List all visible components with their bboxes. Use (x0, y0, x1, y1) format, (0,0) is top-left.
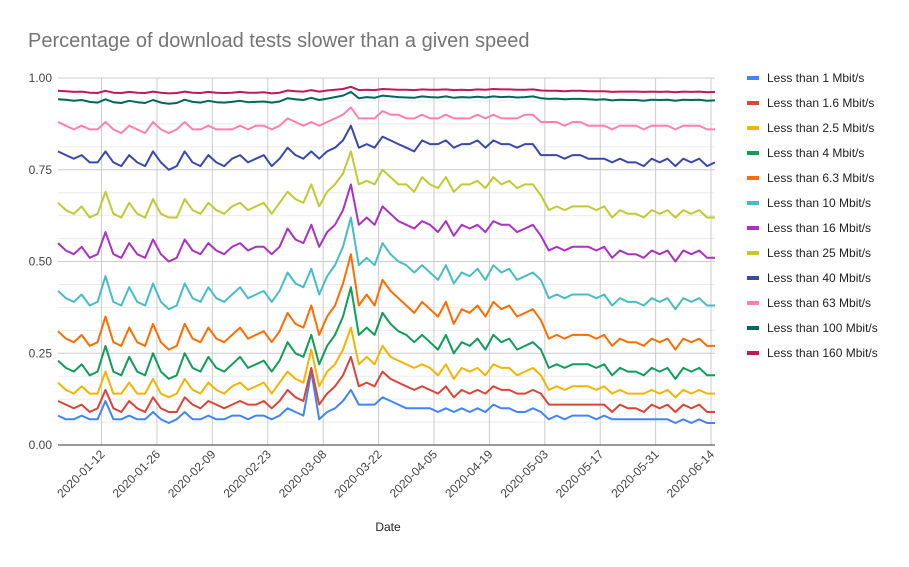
legend-swatch (747, 101, 759, 105)
legend-swatch (747, 276, 759, 280)
x-tick-label: 2020-03-22 (331, 447, 385, 501)
y-tick-label: 0.25 (29, 346, 53, 360)
y-tick-label: 0.00 (29, 438, 53, 452)
x-tick-label: 2020-01-12 (54, 447, 108, 501)
y-tick-label: 1.00 (29, 71, 53, 85)
series-line-7 (57, 150, 715, 219)
legend-swatch (747, 226, 759, 230)
legend-swatch (747, 301, 759, 305)
x-tick-label: 2020-03-08 (276, 447, 330, 501)
legend-label: Less than 16 Mbit/s (767, 221, 871, 235)
series-line-5 (57, 216, 715, 311)
series-lines (57, 85, 716, 424)
legend-item: Less than 25 Mbit/s (747, 246, 871, 260)
y-tick-label: 0.50 (29, 255, 53, 269)
legend-label: Less than 40 Mbit/s (767, 271, 871, 285)
legend-swatch (747, 326, 759, 330)
x-tick-label: 2020-02-23 (221, 447, 275, 501)
legend-swatch (747, 176, 759, 180)
x-tick-label: 2020-04-19 (442, 447, 496, 501)
legend-item: Less than 1 Mbit/s (747, 71, 864, 85)
legend-swatch (747, 126, 759, 130)
x-tick-label: 2020-01-26 (110, 447, 164, 501)
legend-item: Less than 160 Mbit/s (747, 346, 878, 360)
legend-item: Less than 63 Mbit/s (747, 296, 871, 310)
legend-item: Less than 40 Mbit/s (747, 271, 871, 285)
legend-swatch (747, 76, 759, 80)
x-axis-title: Date (375, 520, 401, 534)
x-tick-label: 2020-06-14 (664, 447, 718, 501)
legend-label: Less than 100 Mbit/s (767, 321, 878, 335)
legend-item: Less than 6.3 Mbit/s (747, 171, 874, 185)
legend-item: Less than 16 Mbit/s (747, 221, 871, 235)
legend-swatch (747, 251, 759, 255)
series-line-0 (57, 370, 715, 424)
legend-label: Less than 10 Mbit/s (767, 196, 871, 210)
legend-item: Less than 1.6 Mbit/s (747, 96, 874, 110)
gridlines (58, 77, 715, 445)
legend-label: Less than 6.3 Mbit/s (767, 171, 874, 185)
x-tick-label: 2020-05-03 (498, 447, 552, 501)
legend-swatch (747, 151, 759, 155)
series-line-4 (57, 253, 715, 351)
legend-item: Less than 10 Mbit/s (747, 196, 871, 210)
legend-label: Less than 63 Mbit/s (767, 296, 871, 310)
series-line-3 (57, 286, 715, 380)
legend-swatch (747, 351, 759, 355)
x-tick-label: 2020-04-05 (387, 447, 441, 501)
legend-swatch (747, 201, 759, 205)
legend-label: Less than 160 Mbit/s (767, 346, 878, 360)
x-tick-label: 2020-05-17 (553, 447, 607, 501)
series-line-8 (57, 124, 716, 171)
legend-label: Less than 4 Mbit/s (767, 146, 864, 160)
axes: 0.00 0.25 0.50 0.75 1.00 2020-01-12 2020-01-26… (29, 71, 718, 501)
series-line-9 (57, 106, 715, 135)
series-line-2 (57, 326, 715, 399)
legend-label: Less than 1 Mbit/s (767, 71, 864, 85)
legend: Less than 1 Mbit/s Less than 1.6 Mbit/s Le… (747, 71, 878, 360)
legend-label: Less than 25 Mbit/s (767, 246, 871, 260)
legend-item: Less than 4 Mbit/s (747, 146, 864, 160)
x-tick-label: 2020-05-31 (608, 447, 662, 501)
y-tick-label: 0.75 (29, 163, 53, 177)
series-line-11 (57, 85, 716, 95)
legend-label: Less than 2.5 Mbit/s (767, 121, 874, 135)
series-line-1 (57, 355, 715, 413)
x-tick-label: 2020-02-09 (165, 447, 219, 501)
series-line-10 (57, 90, 716, 105)
legend-item: Less than 100 Mbit/s (747, 321, 878, 335)
legend-label: Less than 1.6 Mbit/s (767, 96, 874, 110)
chart-title: Percentage of download tests slower than… (28, 30, 529, 52)
legend-item: Less than 2.5 Mbit/s (747, 121, 874, 135)
series-line-6 (57, 183, 715, 263)
